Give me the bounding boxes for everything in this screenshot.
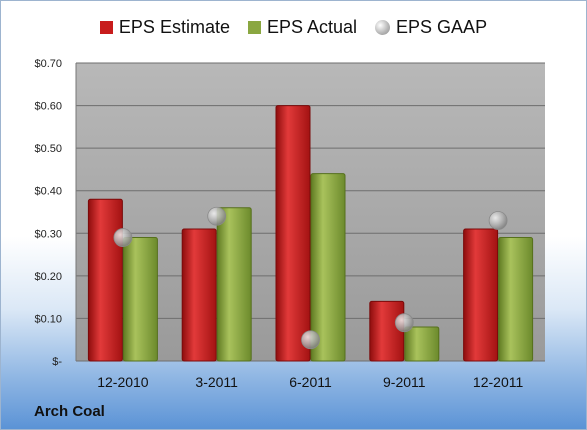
point-eps-gaap	[394, 313, 414, 333]
legend: EPS Estimate EPS Actual EPS GAAP	[1, 17, 586, 38]
company-name: Arch Coal	[34, 403, 105, 420]
bar-eps-estimate	[181, 228, 217, 362]
bar-eps-estimate	[369, 300, 405, 362]
y-tick-label: $0.40	[34, 186, 62, 198]
legend-label-actual: EPS Actual	[266, 17, 358, 37]
x-tick-label: 12-2011	[473, 374, 524, 390]
y-tick-label: $0.20	[34, 271, 62, 283]
legend-label-gaap: EPS GAAP	[396, 17, 488, 37]
y-tick-label: $-	[52, 356, 62, 368]
x-tick-label: 12-2010	[97, 374, 149, 390]
bar-eps-actual	[310, 173, 346, 362]
bar-eps-estimate	[87, 198, 123, 362]
x-tick-label: 3-2011	[195, 374, 238, 390]
y-tick-label: $0.50	[34, 143, 62, 155]
x-tick-label: 9-2011	[383, 374, 426, 390]
legend-item-estimate: EPS Estimate	[99, 17, 230, 38]
y-tick-label: $0.60	[34, 101, 62, 113]
y-tick-label: $0.70	[34, 58, 62, 70]
legend-label-estimate: EPS Estimate	[118, 17, 230, 37]
legend-swatch-estimate	[99, 21, 113, 34]
point-eps-gaap	[488, 211, 508, 230]
y-tick-label: $0.30	[34, 228, 62, 240]
bar-eps-actual	[122, 237, 158, 362]
point-eps-gaap	[301, 330, 320, 350]
legend-item-gaap: EPS GAAP	[375, 17, 487, 38]
point-eps-gaap	[207, 206, 227, 226]
y-tick-label: $0.10	[34, 313, 62, 325]
bar-eps-estimate	[275, 105, 311, 362]
legend-swatch-actual	[247, 21, 261, 34]
bar-eps-estimate	[463, 228, 499, 362]
x-tick-label: 6-2011	[289, 374, 332, 390]
legend-item-actual: EPS Actual	[247, 17, 358, 38]
legend-swatch-gaap	[375, 20, 391, 35]
bar-eps-actual	[216, 207, 252, 362]
bar-eps-actual	[498, 237, 534, 362]
point-eps-gaap	[113, 228, 133, 247]
bar-eps-actual	[404, 326, 440, 362]
